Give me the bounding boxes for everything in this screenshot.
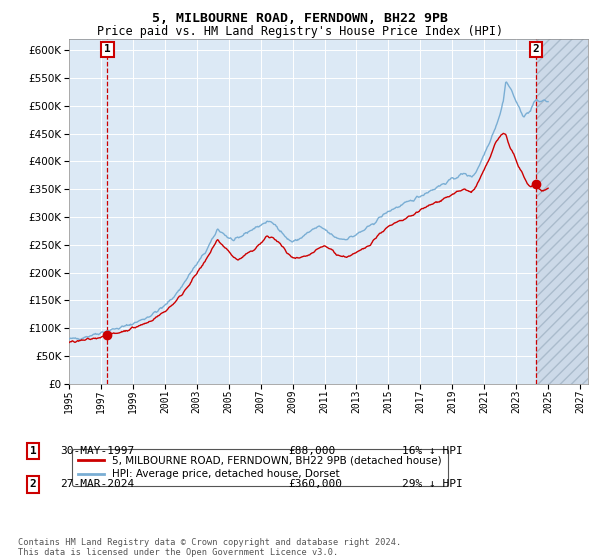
Text: 16% ↓ HPI: 16% ↓ HPI <box>402 446 463 456</box>
Text: £88,000: £88,000 <box>288 446 335 456</box>
Legend: 5, MILBOURNE ROAD, FERNDOWN, BH22 9PB (detached house), HPI: Average price, deta: 5, MILBOURNE ROAD, FERNDOWN, BH22 9PB (d… <box>71 449 448 486</box>
Text: 5, MILBOURNE ROAD, FERNDOWN, BH22 9PB: 5, MILBOURNE ROAD, FERNDOWN, BH22 9PB <box>152 12 448 25</box>
Text: 1: 1 <box>104 44 111 54</box>
Text: 2: 2 <box>29 479 37 489</box>
Bar <box>536 39 588 384</box>
Text: Price paid vs. HM Land Registry's House Price Index (HPI): Price paid vs. HM Land Registry's House … <box>97 25 503 38</box>
Text: 29% ↓ HPI: 29% ↓ HPI <box>402 479 463 489</box>
Text: £360,000: £360,000 <box>288 479 342 489</box>
Text: 30-MAY-1997: 30-MAY-1997 <box>60 446 134 456</box>
Text: 1: 1 <box>29 446 37 456</box>
Text: 27-MAR-2024: 27-MAR-2024 <box>60 479 134 489</box>
Text: Contains HM Land Registry data © Crown copyright and database right 2024.
This d: Contains HM Land Registry data © Crown c… <box>18 538 401 557</box>
Text: 2: 2 <box>532 44 539 54</box>
